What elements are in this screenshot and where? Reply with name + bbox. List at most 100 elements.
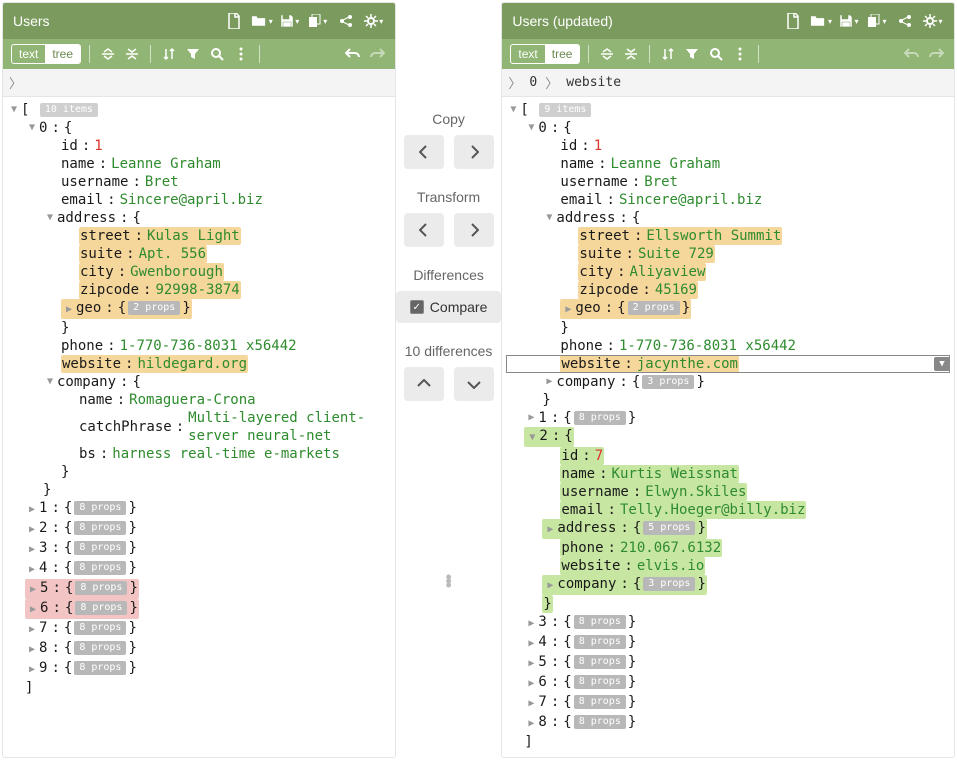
breadcrumb-item[interactable]: website <box>566 75 621 90</box>
collapsed-item[interactable]: 5:{8 props} <box>506 653 950 673</box>
search-icon[interactable] <box>207 44 227 64</box>
caret-icon[interactable] <box>524 675 538 693</box>
collapse-icon[interactable] <box>621 44 641 64</box>
selected-row[interactable]: website:jacynthe.com▼ <box>506 355 950 373</box>
caret-icon[interactable] <box>25 641 39 659</box>
collapsed-item[interactable]: 5:{8 props} <box>7 579 391 599</box>
search-icon[interactable] <box>706 44 726 64</box>
caret-icon[interactable] <box>524 615 538 633</box>
copy-left-button[interactable] <box>404 135 444 169</box>
caret-icon[interactable] <box>26 581 40 599</box>
mode-toggle[interactable]: text tree <box>11 44 81 64</box>
caret-icon[interactable] <box>25 621 39 639</box>
caret-icon[interactable] <box>26 601 40 619</box>
caret-icon[interactable] <box>62 301 76 319</box>
collapsed-item[interactable]: 8:{8 props} <box>7 639 391 659</box>
collapsed-item[interactable]: 6:{8 props} <box>7 599 391 619</box>
drag-handle-icon[interactable]: ••• <box>445 575 451 587</box>
collapsed-item[interactable]: 7:{8 props} <box>7 619 391 639</box>
compare-checkbox[interactable]: ✓ <box>410 300 424 314</box>
caret-icon[interactable] <box>542 209 556 227</box>
mode-text[interactable]: text <box>12 45 45 63</box>
caret-icon[interactable] <box>25 119 39 137</box>
caret-icon[interactable] <box>543 521 557 539</box>
transform-left-button[interactable] <box>404 213 444 247</box>
collapsed-item[interactable]: 2:{8 props} <box>7 519 391 539</box>
collapsed-item[interactable]: 6:{8 props} <box>506 673 950 693</box>
mode-text[interactable]: text <box>511 45 544 63</box>
caret-icon[interactable] <box>524 119 538 137</box>
collapsed-item[interactable]: 8:{8 props} <box>506 713 950 733</box>
collapsed-item[interactable]: 4:{8 props} <box>7 559 391 579</box>
open-folder-icon[interactable]: ▾ <box>810 14 832 28</box>
caret-icon[interactable] <box>7 101 21 119</box>
copy-icon[interactable]: ▾ <box>307 14 329 28</box>
right-tree[interactable]: [ 9 items 0:{ id:1 name:Leanne Graham us… <box>502 97 954 757</box>
undo-icon[interactable] <box>343 44 363 64</box>
sort-icon[interactable] <box>159 44 179 64</box>
props-badge: 8 props <box>574 655 626 669</box>
collapsed-item[interactable]: 3:{8 props} <box>7 539 391 559</box>
copy-right-button[interactable] <box>454 135 494 169</box>
collapsed-item[interactable]: 1:{8 props} <box>7 499 391 519</box>
chevron-right-icon: 〉 <box>9 73 22 92</box>
caret-icon[interactable] <box>524 715 538 733</box>
share-icon[interactable] <box>335 14 357 28</box>
dropdown-icon[interactable]: ▼ <box>934 357 950 371</box>
caret-icon[interactable] <box>506 101 520 119</box>
save-icon[interactable]: ▾ <box>838 14 860 28</box>
compare-button[interactable]: ✓ Compare <box>396 291 502 323</box>
expand-icon[interactable] <box>597 44 617 64</box>
collapsed-item[interactable]: 7:{8 props} <box>506 693 950 713</box>
undo-icon[interactable] <box>902 44 922 64</box>
new-file-icon[interactable] <box>782 13 804 29</box>
caret-icon[interactable] <box>25 521 39 539</box>
props-badge: 8 props <box>75 581 127 595</box>
copy-icon[interactable]: ▾ <box>866 14 888 28</box>
collapse-icon[interactable] <box>122 44 142 64</box>
props-badge: 8 props <box>574 615 626 629</box>
collapsed-item[interactable]: 9:{8 props} <box>7 659 391 679</box>
caret-icon[interactable] <box>561 301 575 319</box>
caret-icon[interactable] <box>524 695 538 713</box>
more-icon[interactable] <box>231 44 251 64</box>
caret-icon[interactable] <box>25 501 39 519</box>
left-breadcrumb[interactable]: 〉 <box>3 69 395 97</box>
prev-diff-button[interactable] <box>404 367 444 401</box>
caret-icon[interactable] <box>25 661 39 679</box>
collapsed-item[interactable]: 4:{8 props} <box>506 633 950 653</box>
caret-icon[interactable] <box>25 561 39 579</box>
right-breadcrumb[interactable]: 〉 0 〉 website <box>502 69 954 97</box>
share-icon[interactable] <box>894 14 916 28</box>
filter-icon[interactable] <box>183 44 203 64</box>
caret-icon[interactable] <box>524 635 538 653</box>
caret-icon[interactable] <box>43 373 57 391</box>
caret-icon[interactable] <box>43 209 57 227</box>
expand-icon[interactable] <box>98 44 118 64</box>
gear-icon[interactable]: ▾ <box>363 14 385 28</box>
more-icon[interactable] <box>730 44 750 64</box>
next-diff-button[interactable] <box>454 367 494 401</box>
left-tree[interactable]: [ 10 items 0:{ id:1 name:Leanne Graham u… <box>3 97 395 757</box>
mode-tree[interactable]: tree <box>545 45 580 63</box>
redo-icon[interactable] <box>367 44 387 64</box>
caret-icon[interactable] <box>542 373 556 391</box>
breadcrumb-item[interactable]: 0 <box>529 75 537 90</box>
gear-icon[interactable]: ▾ <box>922 14 944 28</box>
caret-icon[interactable] <box>525 429 539 447</box>
caret-icon[interactable] <box>524 655 538 673</box>
open-folder-icon[interactable]: ▾ <box>251 14 273 28</box>
new-file-icon[interactable] <box>223 13 245 29</box>
mode-toggle[interactable]: text tree <box>510 44 580 64</box>
mode-tree[interactable]: tree <box>45 45 80 63</box>
transform-right-button[interactable] <box>454 213 494 247</box>
caret-icon[interactable] <box>543 577 557 595</box>
save-icon[interactable]: ▾ <box>279 14 301 28</box>
sort-icon[interactable] <box>658 44 678 64</box>
chevron-right-icon: 〉 <box>545 73 558 92</box>
collapsed-item[interactable]: 3:{8 props} <box>506 613 950 633</box>
filter-icon[interactable] <box>682 44 702 64</box>
caret-icon[interactable] <box>524 409 538 427</box>
redo-icon[interactable] <box>926 44 946 64</box>
caret-icon[interactable] <box>25 541 39 559</box>
